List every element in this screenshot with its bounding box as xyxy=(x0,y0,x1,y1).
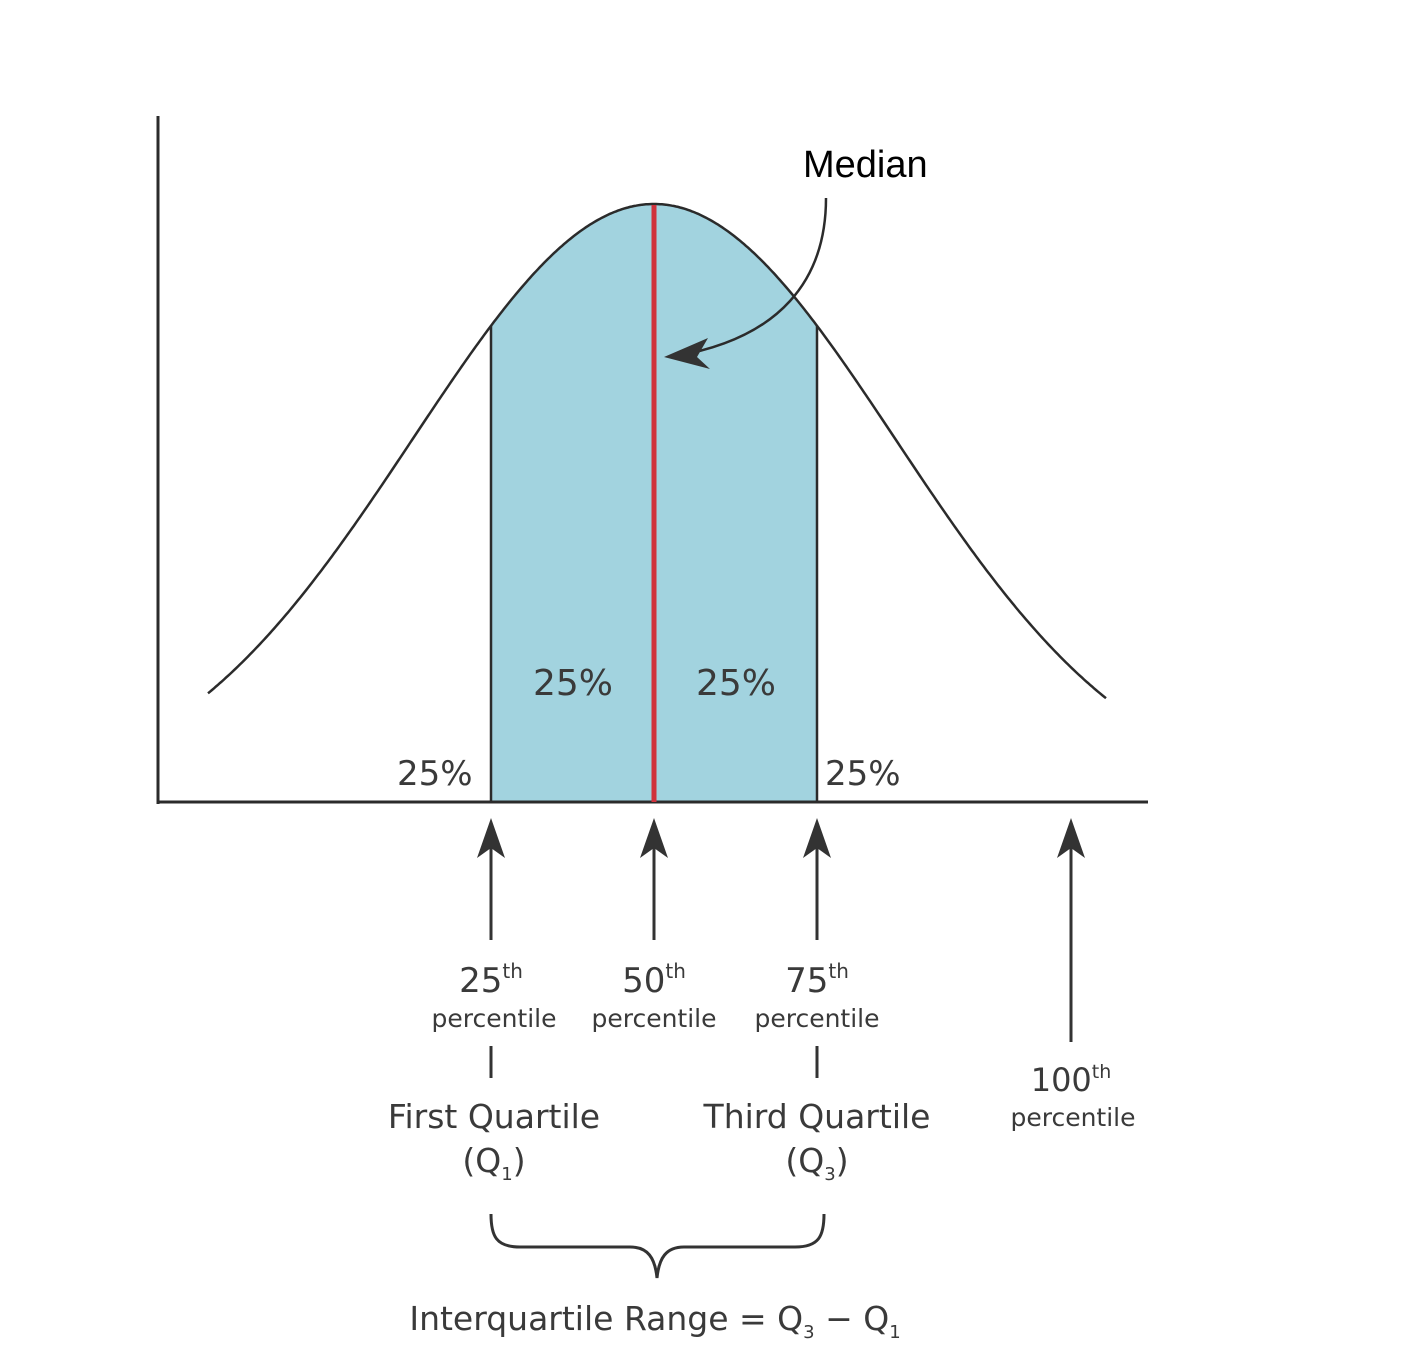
median-callout-arrow xyxy=(675,197,828,358)
p100-word: percentile xyxy=(1010,1103,1135,1132)
median-label: Median xyxy=(803,144,928,186)
area-inner-left-label: 25% xyxy=(533,663,613,704)
area-inner-right-label: 25% xyxy=(696,663,776,704)
q3-name: Third Quartile xyxy=(703,1097,931,1136)
p75-label: 75th xyxy=(785,959,849,1001)
arrow-up-icon xyxy=(477,818,505,858)
q3-symbol: (Q3) xyxy=(785,1141,848,1185)
median-arrowhead-icon xyxy=(664,338,710,369)
marker-arrows xyxy=(477,818,1085,1042)
p100-label: 100th xyxy=(1031,1061,1112,1099)
p50-word: percentile xyxy=(591,1004,716,1033)
q1-symbol: (Q1) xyxy=(462,1141,525,1185)
p50-label: 50th xyxy=(622,959,686,1001)
q1-name: First Quartile xyxy=(388,1097,600,1136)
p75-word: percentile xyxy=(754,1004,879,1033)
iqr-brace xyxy=(489,1213,826,1279)
area-right-tail-label: 25% xyxy=(825,754,901,794)
arrow-up-icon xyxy=(1057,818,1085,858)
iqr-formula: Interquartile Range = Q3 − Q1 xyxy=(409,1299,900,1343)
arrow-up-icon xyxy=(640,818,668,858)
bell-curve xyxy=(207,202,1107,700)
p25-word: percentile xyxy=(431,1004,556,1033)
arrow-up-icon xyxy=(803,818,831,858)
p25-label: 25th xyxy=(459,959,523,1001)
area-left-tail-label: 25% xyxy=(397,754,473,794)
